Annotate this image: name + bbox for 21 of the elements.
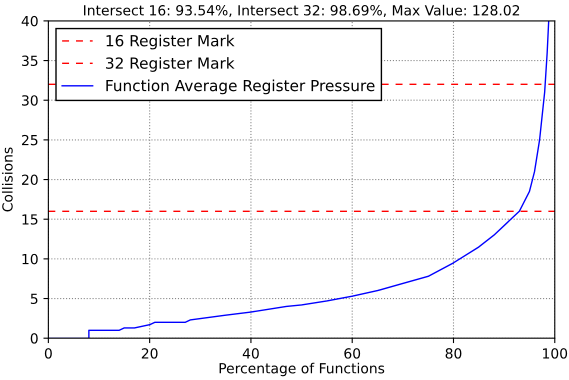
y-tick-label: 25 [22, 134, 38, 146]
y-tick-label: 0 [30, 333, 38, 344]
y-tick-label: 20 [22, 174, 38, 186]
y-tick-label: 10 [22, 254, 38, 264]
x-axis-title: Percentage of Functions [220, 362, 384, 376]
x-tick-label: 0 [44, 348, 52, 359]
y-tick-label: 35 [22, 56, 38, 66]
legend-label: 16 Register Mark [106, 34, 235, 50]
x-tick-label: 80 [446, 348, 462, 359]
x-tick-label: 20 [142, 348, 158, 359]
legend-label: Function Average Register Pressure [106, 80, 374, 94]
y-axis-title: Collisions [2, 148, 13, 212]
legend-label: 32 Register Mark [106, 57, 235, 72]
y-tick-label: 40 [22, 16, 38, 26]
x-tick-label: 100 [543, 348, 568, 359]
chart-title: Intersect 16: 93.54%, Intersect 32: 98.69%, Max Value: 128.02 [84, 4, 520, 17]
y-tick-label: 5 [30, 294, 38, 304]
y-tick-label: 15 [22, 214, 38, 225]
y-tick-label: 30 [22, 95, 38, 106]
x-tick-label: 60 [344, 348, 360, 359]
x-tick-label: 40 [242, 348, 259, 359]
